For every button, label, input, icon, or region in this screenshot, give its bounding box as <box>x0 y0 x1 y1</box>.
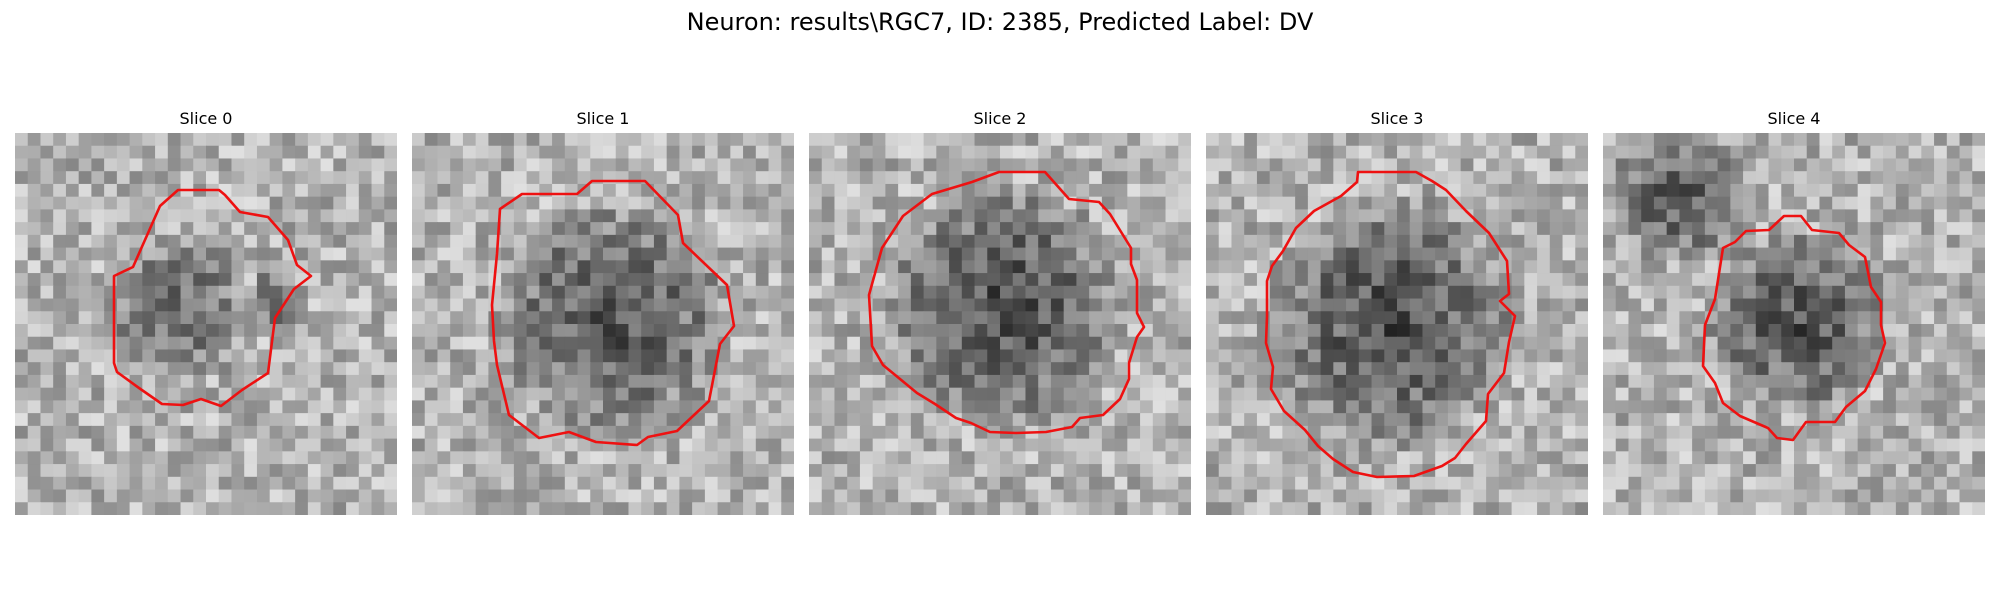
slice-panel-3: Slice 3 <box>1206 108 1588 520</box>
slice-image <box>412 133 794 515</box>
slice-image <box>809 133 1191 515</box>
roi-contour <box>1264 170 1517 479</box>
slice-title: Slice 1 <box>576 109 630 128</box>
slice-panel-2: Slice 2 <box>809 108 1191 520</box>
roi-contour <box>1701 214 1887 442</box>
slice-panel-4: Slice 4 <box>1603 108 1985 520</box>
roi-contour <box>867 170 1146 435</box>
slice-title: Slice 0 <box>179 109 233 128</box>
roi-contour <box>112 188 313 408</box>
slice-panel-0: Slice 0 <box>15 108 397 520</box>
slice-title: Slice 3 <box>1370 109 1424 128</box>
slice-title: Slice 4 <box>1767 109 1821 128</box>
slice-image <box>1206 133 1588 515</box>
slice-panel-1: Slice 1 <box>412 108 794 520</box>
slice-image <box>1603 133 1985 515</box>
roi-contour <box>490 179 736 447</box>
figure-title: Neuron: results\RGC7, ID: 2385, Predicte… <box>686 8 1314 36</box>
slice-image <box>15 133 397 515</box>
slice-title: Slice 2 <box>973 109 1027 128</box>
